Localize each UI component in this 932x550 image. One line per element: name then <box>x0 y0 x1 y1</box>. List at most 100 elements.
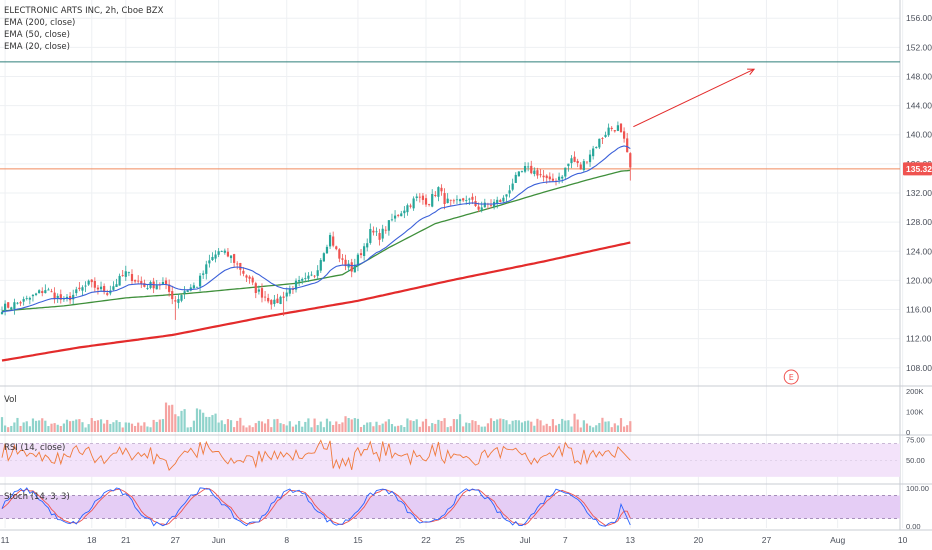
candle-body <box>96 287 100 290</box>
candle-body <box>483 202 486 208</box>
volume-bar <box>133 425 137 432</box>
volume-bar <box>483 426 486 432</box>
candle-body <box>381 228 384 239</box>
volume-bar <box>217 422 220 432</box>
price-tick-label: 152.00 <box>906 42 932 52</box>
volume-bar <box>502 419 505 432</box>
chart-title: ELECTRONIC ARTS INC, 2h, Cboe BZX <box>4 6 164 16</box>
volume-bar <box>567 420 570 432</box>
volume-bar <box>316 425 319 432</box>
candle-body <box>530 165 533 174</box>
volume-bar <box>431 423 434 432</box>
volume-bar <box>34 420 38 432</box>
volume-bar <box>189 427 192 432</box>
candle-body <box>316 270 319 276</box>
volume-bar <box>192 420 195 432</box>
volume-bar <box>415 419 418 432</box>
candle-body <box>171 291 174 300</box>
volume-bar <box>561 418 564 432</box>
candle-body <box>115 284 118 288</box>
volume-bar <box>164 402 168 432</box>
volume-bar <box>493 420 496 432</box>
candle-body <box>180 295 183 301</box>
stoch-pane-label[interactable]: Stoch (14, 3, 3) <box>4 492 70 502</box>
ema50-line <box>1 169 631 312</box>
price-tick-label: 140.00 <box>906 130 932 140</box>
candle-body <box>273 299 276 304</box>
candle-body <box>428 204 431 205</box>
candle-body <box>137 280 140 282</box>
volume-bar <box>38 420 41 432</box>
volume-bar <box>514 420 517 432</box>
volume-bar <box>183 409 186 432</box>
volume-bar <box>328 421 332 432</box>
volume-bar <box>301 426 304 432</box>
earnings-marker-label[interactable]: E <box>789 373 794 382</box>
price-tick-label: 148.00 <box>906 71 932 81</box>
legend-ema50[interactable]: EMA (50, close) <box>4 30 70 40</box>
candle-body <box>539 174 542 176</box>
volume-bar <box>68 421 72 432</box>
volume-bar <box>62 423 65 432</box>
time-tick-label: 10 <box>898 535 908 545</box>
volume-bar <box>533 425 536 432</box>
volume-bar <box>428 426 431 432</box>
time-tick-label: 21 <box>121 535 131 545</box>
volume-bar <box>22 422 25 432</box>
legend-ema20[interactable]: EMA (20, close) <box>4 42 70 52</box>
candle-body <box>598 138 601 148</box>
candle-body <box>75 289 78 294</box>
candle-body <box>437 187 440 197</box>
candle-body <box>130 274 134 282</box>
time-tick-label: 27 <box>171 535 181 545</box>
candle-body <box>328 235 332 247</box>
candle-body <box>489 204 493 206</box>
candle-body <box>164 280 168 285</box>
volume-bar <box>393 426 397 432</box>
volume-bar <box>527 420 530 432</box>
candle-body <box>564 167 567 177</box>
volume-bar <box>65 419 69 432</box>
candle-body <box>579 164 582 170</box>
volume-bar <box>260 421 264 432</box>
candle-body <box>338 249 341 259</box>
volume-bar <box>19 425 22 432</box>
volume-bar <box>480 426 483 432</box>
volume-bar <box>588 425 592 432</box>
volume-bar <box>384 421 387 432</box>
candle-body <box>616 125 620 131</box>
volume-bar <box>263 423 267 432</box>
candle-body <box>233 254 236 263</box>
candle-body <box>387 220 390 231</box>
volume-bar <box>251 427 254 432</box>
rsi-pane-label[interactable]: RSI (14, close) <box>4 443 66 453</box>
volume-bar <box>3 425 7 432</box>
volume-bar <box>245 427 248 432</box>
volume-bar <box>223 424 226 432</box>
volume-pane-label[interactable]: Vol <box>4 395 17 405</box>
candle-body <box>106 293 109 295</box>
candle-body <box>260 288 264 298</box>
volume-bar <box>363 424 366 432</box>
volume-bar <box>325 418 329 432</box>
candle-body <box>19 302 22 304</box>
volume-bar <box>353 418 356 432</box>
volume-bar <box>143 422 146 432</box>
candle-body <box>356 254 360 267</box>
volume-bar <box>523 421 527 432</box>
candle-body <box>72 294 75 300</box>
volume-bar <box>539 420 542 432</box>
candle-body <box>536 170 539 176</box>
volume-bar <box>248 425 251 432</box>
candle-body <box>468 198 471 200</box>
time-tick-label: 25 <box>455 535 465 545</box>
volume-bar <box>233 427 236 432</box>
candle-body <box>505 194 508 197</box>
volume-bar <box>542 425 545 432</box>
legend-ema200[interactable]: EMA (200, close) <box>4 18 76 28</box>
candle-body <box>31 294 35 297</box>
volume-bar <box>548 426 551 432</box>
candle-body <box>13 302 16 310</box>
candles <box>0 121 632 320</box>
